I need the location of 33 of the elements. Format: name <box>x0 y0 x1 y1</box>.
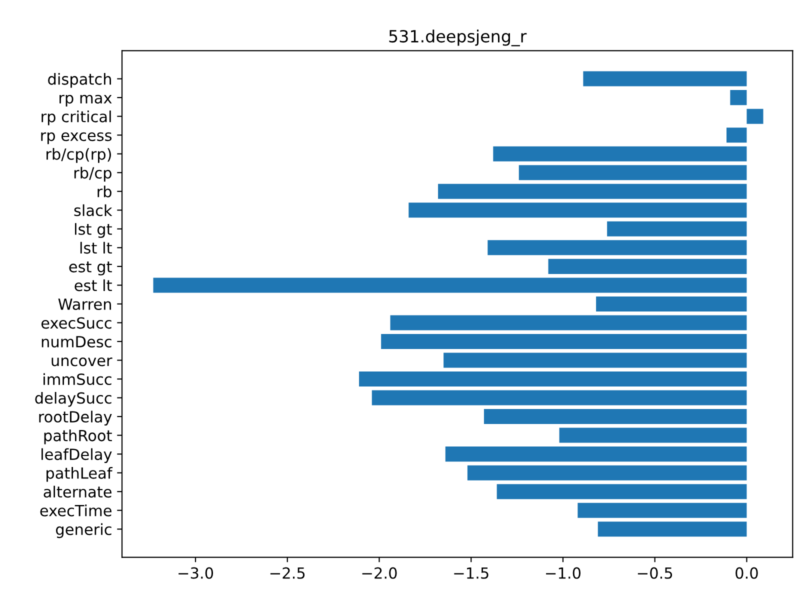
x-tick-label: −2.5 <box>270 567 305 579</box>
y-tick-label: delaySucc <box>35 392 112 407</box>
y-tick-label: dispatch <box>48 73 111 88</box>
y-tick-label: generic <box>56 523 112 538</box>
x-tick-label: −3.0 <box>178 567 214 579</box>
y-tick-label: rootDelay <box>39 410 112 426</box>
y-tick-label: numDesc <box>42 336 112 348</box>
x-tick-label: 0.0 <box>736 567 758 579</box>
y-tick-label: pathRoot <box>44 429 112 444</box>
y-tick-label: pathLeaf <box>46 467 113 482</box>
y-tick-label: Warren <box>58 298 111 310</box>
y-tick-label: execTime <box>40 504 112 516</box>
y-tick-label: alternate <box>44 486 112 498</box>
x-tick-label: −1.5 <box>454 567 488 579</box>
y-tick-label: lst gt <box>74 223 112 238</box>
y-tick-label: leafDelay <box>42 448 112 464</box>
y-tick-label: rp excess <box>41 132 112 144</box>
y-tick-label: slack <box>74 204 112 216</box>
y-tick-label: execSucc <box>41 317 112 329</box>
x-tick-label: −1.0 <box>546 567 581 579</box>
y-tick-label: rp max <box>60 94 112 107</box>
y-tick-label: rp critical <box>42 110 111 126</box>
x-tick-label: −2.0 <box>362 567 397 579</box>
y-tick-label: lst lt <box>80 242 112 254</box>
chart-title: 531.deepsjeng_r <box>389 30 527 46</box>
y-tick-label: rb/cp(rp) <box>46 148 111 163</box>
y-tick-label: immSucc <box>44 373 112 386</box>
x-tick-label: −0.5 <box>638 567 672 579</box>
y-tick-label: est lt <box>74 279 112 292</box>
y-tick-label: rb <box>98 186 112 198</box>
y-tick-label: rb/cp <box>74 166 112 182</box>
y-tick-label: est gt <box>69 262 112 276</box>
y-tick-label: uncover <box>52 358 112 366</box>
